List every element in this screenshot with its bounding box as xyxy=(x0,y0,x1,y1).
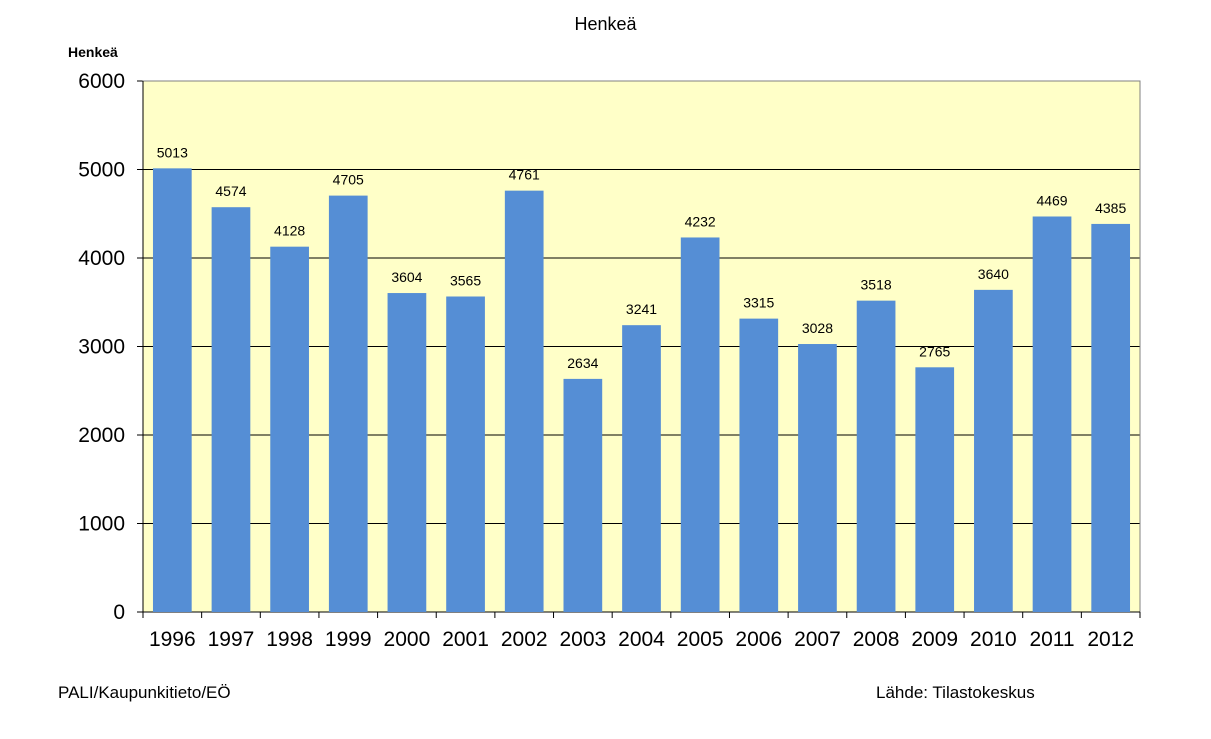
bar xyxy=(739,318,779,612)
data-label: 5013 xyxy=(157,144,188,160)
x-tick-label: 1996 xyxy=(149,628,196,651)
bar xyxy=(152,168,192,613)
bar xyxy=(915,367,955,612)
bar xyxy=(1032,216,1072,612)
data-label: 3315 xyxy=(743,295,774,311)
bar xyxy=(563,378,603,612)
data-label: 4385 xyxy=(1095,200,1126,216)
data-label: 4469 xyxy=(1036,192,1067,208)
data-label: 4705 xyxy=(333,172,364,188)
x-tick-label: 2010 xyxy=(970,628,1017,651)
x-tick-label: 2002 xyxy=(501,628,548,651)
x-tick-label: 2001 xyxy=(442,628,489,651)
bar xyxy=(387,293,427,612)
x-tick-label: 2012 xyxy=(1087,628,1134,651)
y-tick-label: 0 xyxy=(113,601,125,624)
bar xyxy=(446,296,485,612)
data-label: 3640 xyxy=(978,266,1009,282)
data-label: 3604 xyxy=(391,269,422,285)
x-tick-label: 2000 xyxy=(384,628,431,651)
x-tick-label: 2006 xyxy=(735,628,782,651)
data-label: 3518 xyxy=(861,277,892,293)
bar xyxy=(504,190,544,613)
x-tick-label: 1997 xyxy=(208,628,255,651)
chart-title: Henkeä xyxy=(574,14,637,34)
bar xyxy=(328,195,368,613)
bar xyxy=(798,344,837,612)
data-label: 2765 xyxy=(919,343,950,359)
data-label: 4761 xyxy=(509,167,540,183)
data-label: 4232 xyxy=(685,213,716,229)
bar xyxy=(1091,223,1131,613)
data-label: 4128 xyxy=(274,223,305,239)
x-tick-label: 1998 xyxy=(266,628,313,651)
x-tick-label: 2011 xyxy=(1029,628,1074,651)
y-tick-label: 5000 xyxy=(78,159,125,182)
footer-source-left: PALI/Kaupunkitieto/EÖ xyxy=(58,683,231,702)
x-tick-label: 2007 xyxy=(794,628,841,651)
bar xyxy=(211,207,251,613)
bar xyxy=(270,246,309,612)
data-label: 3565 xyxy=(450,272,481,288)
bar xyxy=(974,289,1013,612)
data-label: 3028 xyxy=(802,320,833,336)
y-tick-label: 4000 xyxy=(78,247,125,270)
x-tick-label: 2009 xyxy=(911,628,958,651)
data-label: 3241 xyxy=(626,301,657,317)
x-tick-label: 2003 xyxy=(559,628,606,651)
y-tick-label: 6000 xyxy=(78,70,125,93)
x-tick-label: 1999 xyxy=(325,628,372,651)
data-label: 4574 xyxy=(215,183,246,199)
y-tick-label: 2000 xyxy=(78,424,125,447)
bar xyxy=(680,237,720,612)
bar xyxy=(856,300,896,612)
y-axis-label: Henkeä xyxy=(68,44,118,60)
bar xyxy=(622,325,661,612)
data-label: 2634 xyxy=(567,355,598,371)
x-tick-label: 2004 xyxy=(618,628,665,651)
footer-source-right: Lähde: Tilastokeskus xyxy=(876,683,1035,702)
y-tick-label: 3000 xyxy=(78,336,125,359)
x-tick-label: 2008 xyxy=(853,628,900,651)
x-tick-label: 2005 xyxy=(677,628,724,651)
y-tick-label: 1000 xyxy=(78,513,125,536)
